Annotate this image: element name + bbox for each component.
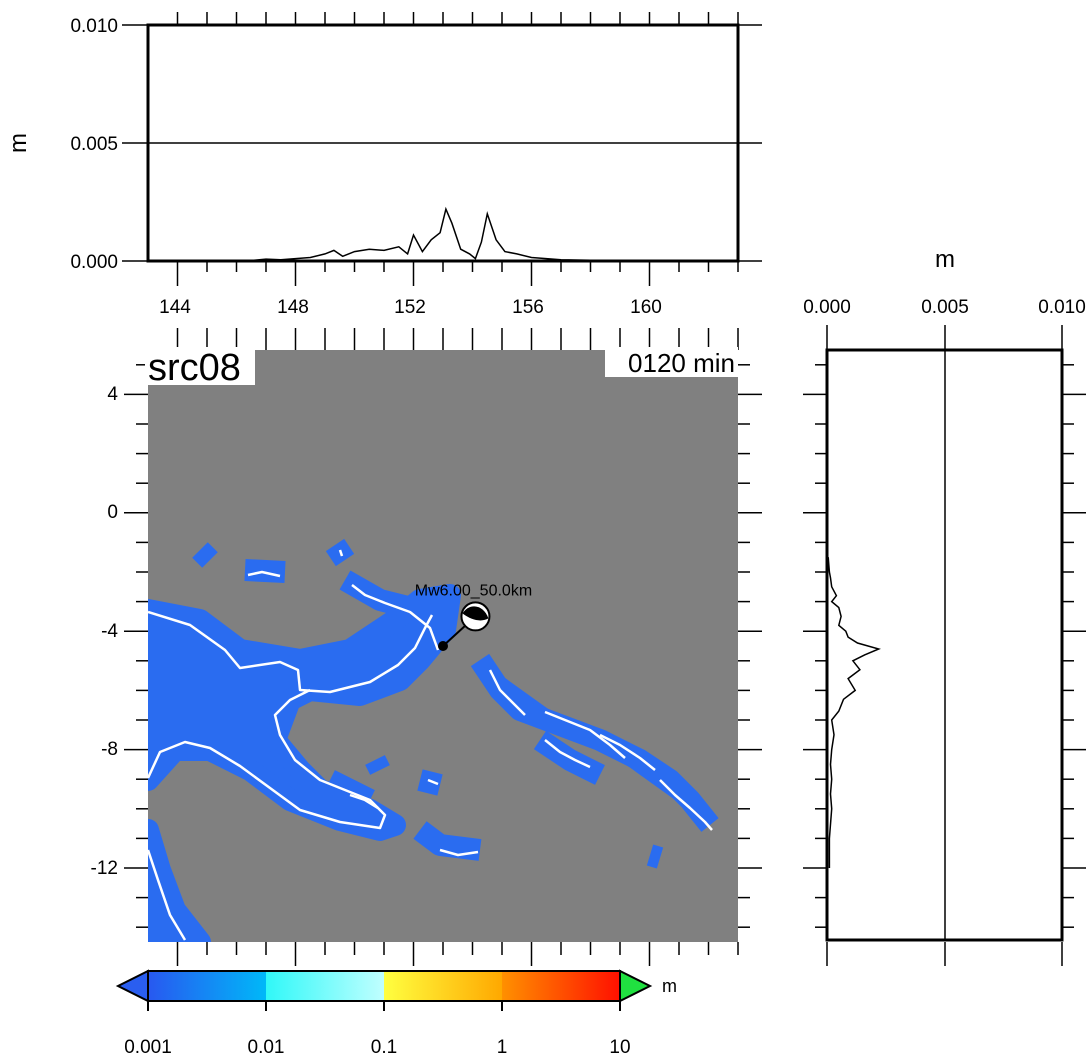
colorbar-unit: m bbox=[662, 976, 677, 996]
colorbar-segment bbox=[266, 971, 384, 1001]
top-ytick-label: 0.000 bbox=[70, 252, 118, 273]
focal-mechanism-beachball bbox=[460, 601, 491, 632]
top-profile-panel: 0.010 0.005 0.000 m 144 148 152 156 160 bbox=[5, 12, 762, 318]
colorbar-tick-label: 0.1 bbox=[371, 1037, 397, 1058]
colorbar-tick-label: 1 bbox=[497, 1037, 508, 1058]
time-box bbox=[605, 347, 738, 377]
lat-tick-label: -4 bbox=[101, 621, 118, 642]
coastline bbox=[148, 549, 713, 941]
right-xtick-label: 0.005 bbox=[921, 297, 969, 318]
lon-tick-label: 148 bbox=[277, 297, 309, 318]
epicenter-marker: Mw6.00_50.0km bbox=[415, 582, 532, 651]
lat-tick-label: 4 bbox=[107, 384, 118, 405]
colorbar-segment bbox=[148, 971, 266, 1001]
right-xtick-label: 0.010 bbox=[1038, 297, 1086, 318]
colorbar-under-arrow bbox=[115, 969, 149, 1003]
right-panel-ticks bbox=[803, 325, 1086, 966]
lat-tick-label: -12 bbox=[91, 858, 118, 879]
map-title: src08 bbox=[148, 347, 241, 389]
lat-tick-label: 0 bbox=[107, 502, 118, 523]
lon-tick-label: 156 bbox=[512, 297, 544, 318]
beachball-compression bbox=[462, 606, 489, 621]
map-panel: 4 0 -4 -8 -12 src08 0120 min Mw6.00_50.0… bbox=[91, 328, 762, 966]
event-label: Mw6.00_50.0km bbox=[415, 582, 532, 599]
top-ytick-label: 0.005 bbox=[70, 134, 118, 155]
colorbar: 0.001 0.01 0.1 1 10 m bbox=[115, 969, 677, 1058]
colorbar-tick-label: 10 bbox=[609, 1037, 630, 1058]
right-xlabel: m bbox=[935, 246, 955, 273]
colorbar-over-arrow bbox=[619, 969, 653, 1003]
time-label: 0120 min bbox=[628, 348, 735, 378]
top-panel-ticks bbox=[122, 12, 762, 286]
right-xtick-label: 0.000 bbox=[803, 297, 851, 318]
top-profile-line bbox=[206, 206, 679, 262]
map-ticks bbox=[124, 328, 762, 966]
epicenter-dot bbox=[438, 641, 448, 651]
colorbar-tick-label: 0.001 bbox=[124, 1037, 172, 1058]
right-profile-line bbox=[827, 557, 881, 868]
right-profile-panel: m 0.000 0.005 0.010 bbox=[803, 246, 1086, 966]
top-ytick-label: 0.010 bbox=[70, 16, 118, 37]
lon-tick-label: 144 bbox=[159, 297, 191, 318]
lat-tick-label: -8 bbox=[101, 739, 118, 760]
colorbar-tick-label: 0.01 bbox=[248, 1037, 285, 1058]
lon-tick-label: 160 bbox=[630, 297, 662, 318]
colorbar-segment bbox=[384, 971, 502, 1001]
title-box bbox=[145, 347, 255, 385]
top-ylabel: m bbox=[5, 133, 32, 153]
lon-tick-label: 152 bbox=[394, 297, 426, 318]
wave-height-field bbox=[148, 538, 719, 942]
colorbar-segment bbox=[502, 971, 620, 1001]
